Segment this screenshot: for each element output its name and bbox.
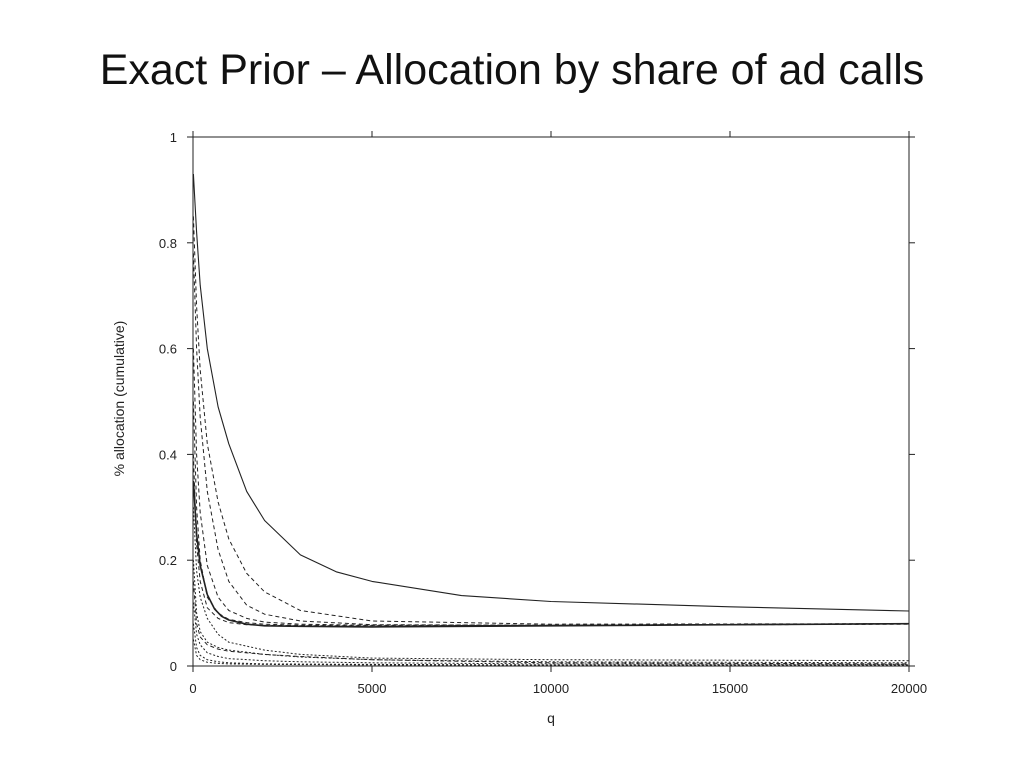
series-group — [192, 173, 910, 666]
series-line-10 — [192, 602, 910, 665]
ticks-group: 0 5000 10000 15000 20000 0 0.2 0.4 0.6 0.8 1 — [159, 130, 927, 696]
slide-title: Exact Prior – Allocation by share of ad … — [99, 46, 925, 94]
y-tick-label: 0.4 — [159, 447, 177, 462]
plot-frame — [192, 136, 910, 667]
x-tick-label: 20000 — [891, 681, 927, 696]
series-line-13 — [192, 581, 910, 665]
series-line-4 — [192, 216, 910, 625]
series-line-5 — [192, 348, 910, 626]
y-tick-label: 0.2 — [159, 553, 177, 568]
plot-border — [192, 136, 910, 667]
series-line-8 — [192, 507, 910, 662]
series-line-6 — [192, 401, 910, 626]
y-tick-label: 0.8 — [159, 236, 177, 251]
series-line-12 — [192, 639, 909, 666]
series-line-11 — [192, 623, 909, 666]
series-line-2 — [192, 480, 910, 628]
series-line-7 — [192, 454, 910, 627]
x-tick-label: 15000 — [712, 681, 748, 696]
x-tick-label: 0 — [189, 681, 196, 696]
series-line-9 — [192, 560, 910, 664]
x-tick-label: 10000 — [533, 681, 569, 696]
y-tick-label: 0 — [170, 659, 177, 674]
x-tick-label: 5000 — [358, 681, 387, 696]
x-axis-title: q — [547, 710, 555, 726]
y-tick-label: 1 — [170, 130, 177, 145]
series-line-3 — [192, 253, 910, 626]
y-axis-title: % allocation (cumulative) — [111, 321, 127, 477]
y-tick-label: 0.6 — [159, 342, 177, 357]
series-line-1 — [192, 173, 910, 612]
